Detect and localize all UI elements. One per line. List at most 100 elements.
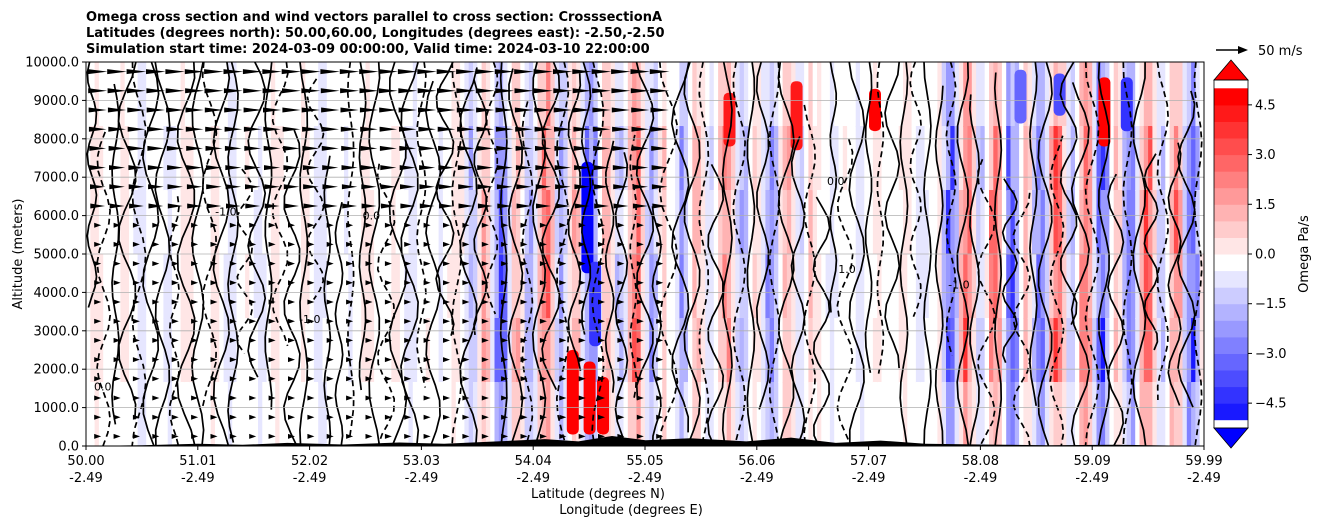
wind-vector [554, 126, 572, 132]
omega-cell [761, 318, 766, 383]
wind-vector [365, 337, 373, 343]
omega-cell [184, 190, 190, 255]
wind-vector [559, 299, 567, 305]
omega-cell [219, 318, 225, 383]
omega-cell [361, 382, 367, 446]
omega-cell [700, 382, 706, 446]
wind-vector [129, 203, 144, 209]
wind-vector [481, 357, 489, 363]
omega-cell [1010, 190, 1016, 255]
omega-cell [1049, 254, 1055, 319]
wind-vector [656, 241, 664, 247]
omega-cell [1066, 62, 1072, 127]
wind-vector [191, 222, 199, 228]
omega-cell [473, 254, 478, 319]
omega-cell [442, 190, 448, 255]
omega-cell [1113, 190, 1119, 255]
omega-cell [528, 318, 534, 383]
omega-cell [1053, 190, 1059, 255]
omega-cell [941, 382, 947, 446]
omega-cell [116, 62, 121, 127]
wind-vector [651, 184, 668, 190]
omega-cell [1062, 318, 1067, 383]
omega-cell [1109, 318, 1115, 383]
omega-cell [877, 254, 883, 319]
wind-vector [496, 184, 513, 190]
omega-cell [313, 254, 319, 319]
omega-cell [533, 62, 539, 127]
omega-cell [1126, 126, 1132, 191]
wind-vector [326, 433, 334, 439]
omega-cell [915, 254, 921, 319]
omega-cell [1006, 382, 1012, 446]
omega-cell [808, 126, 814, 191]
omega-cell [438, 254, 444, 319]
omega-cell [326, 62, 332, 127]
omega-cell [1075, 126, 1080, 191]
omega-cell [1173, 126, 1179, 191]
wind-vector [113, 318, 121, 324]
omega-cell [791, 126, 797, 191]
omega-cell [1057, 126, 1063, 191]
contour-line [1029, 62, 1038, 406]
omega-cell [111, 254, 117, 319]
omega-cell [954, 318, 960, 383]
omega-cell [219, 190, 225, 255]
wind-vector [361, 203, 377, 209]
omega-cell [984, 254, 990, 319]
wind-vector [501, 299, 509, 305]
omega-cell [928, 382, 934, 446]
omega-cell [412, 318, 418, 383]
wind-vector [481, 241, 489, 247]
wind-vector [282, 126, 301, 132]
omega-cell [829, 190, 835, 255]
omega-cell [903, 126, 908, 191]
omega-cell [640, 62, 646, 127]
omega-cell [632, 62, 637, 127]
omega-cell [137, 190, 143, 255]
omega-cell [989, 318, 994, 383]
omega-cell [107, 126, 113, 191]
omega-cell [1178, 318, 1184, 383]
omega-cell [533, 318, 539, 383]
wind-vector [535, 145, 552, 151]
omega-cell [915, 126, 921, 191]
wind-vector [423, 357, 431, 363]
wind-vector [462, 395, 470, 401]
omega-cell [1019, 190, 1024, 255]
omega-cell [1023, 190, 1029, 255]
omega-cell [980, 382, 986, 446]
omega-cell [180, 318, 186, 383]
omega-cell [227, 254, 233, 319]
wind-vector [108, 145, 126, 151]
colorbar-tick-label: −1.5 [1255, 297, 1287, 312]
omega-cell [399, 382, 405, 446]
contour-line [670, 62, 690, 433]
contour-line [732, 62, 747, 446]
omega-cell [430, 318, 435, 383]
contour-line [876, 62, 885, 374]
omega-cell [1053, 318, 1059, 383]
wind-vector [617, 261, 625, 267]
omega-cell [1062, 254, 1067, 319]
omega-cell [610, 382, 616, 446]
wind-vector [418, 107, 437, 113]
omega-cell [137, 62, 143, 127]
omega-cell [1199, 382, 1204, 446]
omega-cell [189, 190, 195, 255]
omega-cell [1191, 254, 1196, 319]
wind-vector [346, 433, 354, 439]
omega-cell [606, 254, 612, 319]
contour-line [1070, 82, 1091, 446]
wind-vector [379, 107, 398, 113]
omega-cell [537, 190, 543, 255]
omega-cell [1178, 62, 1184, 127]
omega-cell [98, 190, 104, 255]
omega-cell [683, 190, 689, 255]
wind-vector [593, 165, 610, 171]
wind-vector [397, 69, 418, 75]
omega-cell [279, 62, 285, 127]
omega-cell [855, 382, 861, 446]
omega-cell [159, 190, 164, 255]
x-tick-label-latitude: 50.00 [67, 454, 104, 469]
